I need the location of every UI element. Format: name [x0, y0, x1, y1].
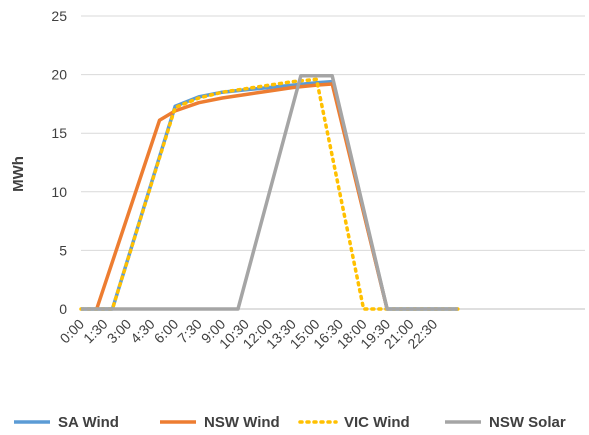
legend: SA Wind NSW Wind VIC Wind NSW Solar — [14, 414, 566, 431]
x-tick-label: 7:30 — [174, 316, 205, 347]
y-tick-label: 20 — [51, 67, 67, 83]
y-axis-tick-labels: 0 5 10 15 20 25 — [51, 8, 67, 317]
y-tick-label: 10 — [51, 184, 67, 200]
series-line-nsw-solar — [81, 74, 458, 311]
x-tick-label: 3:00 — [104, 316, 135, 347]
series-line-vic-wind — [79, 77, 460, 311]
legend-label: NSW Wind — [204, 414, 280, 431]
x-tick-label: 0:00 — [57, 316, 88, 347]
series-line-nsw-wind — [95, 82, 389, 310]
y-tick-label: 25 — [51, 8, 67, 24]
legend-label: NSW Solar — [489, 414, 566, 431]
legend-label: VIC Wind — [344, 414, 410, 431]
legend-label: SA Wind — [58, 414, 119, 431]
x-tick-label: 1:30 — [80, 316, 111, 347]
x-axis-tick-labels: 0:001:303:004:306:007:309:0010:3012:0013… — [57, 316, 441, 352]
y-tick-label: 0 — [59, 301, 67, 317]
y-tick-label: 15 — [51, 125, 67, 141]
y-tick-label: 5 — [59, 242, 67, 258]
series-lines — [79, 74, 460, 311]
x-tick-label: 6:00 — [151, 316, 182, 347]
x-tick-label: 4:30 — [127, 316, 158, 347]
y-axis-title: MWh — [10, 156, 27, 192]
